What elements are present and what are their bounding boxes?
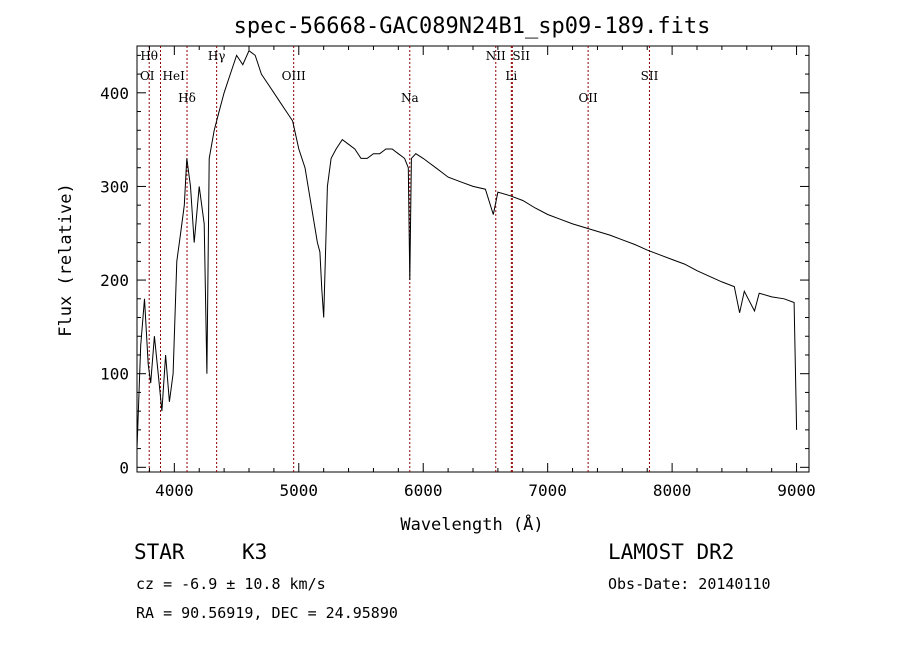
y-axis-ticks: 0 100 200 300 400 (100, 54, 809, 477)
object-class: STAR (134, 540, 185, 564)
survey-name: LAMOST DR2 (608, 540, 735, 564)
spectral-line-label: Li (505, 69, 517, 83)
x-tick-label: 9000 (777, 481, 816, 500)
x-tick-label: 8000 (653, 481, 692, 500)
spectral-line-labels: Hθ OI HeI Hδ Hγ OIII Na NII SII Li OII SII (140, 49, 659, 105)
spectral-line-label: OII (578, 91, 598, 105)
spectral-line-label: SII (512, 49, 530, 63)
y-axis-label: Flux (relative) (56, 183, 76, 337)
x-tick-label: 4000 (155, 481, 194, 500)
object-subclass: K3 (242, 540, 268, 564)
x-axis-ticks: 4000 5000 6000 7000 8000 9000 (148, 46, 816, 500)
spectral-line-label: NII (486, 49, 506, 63)
x-axis-label: Wavelength (Å) (400, 513, 543, 535)
y-tick-label: 0 (119, 458, 129, 477)
x-tick-label: 5000 (280, 481, 319, 500)
y-tick-label: 200 (100, 271, 129, 290)
spectral-line-label: Hγ (208, 49, 226, 63)
spectral-line-label: Na (401, 91, 419, 105)
spectral-line-label: OIII (282, 69, 306, 83)
plot-frame (136, 45, 810, 473)
ra-dec-coordinates: RA = 90.56919, DEC = 24.95890 (136, 604, 398, 622)
spectral-line-label: Hδ (178, 91, 196, 105)
spectral-line-markers (148, 46, 650, 472)
spectral-line-label: SII (641, 69, 659, 83)
y-tick-label: 100 (100, 365, 129, 384)
spectrum-line (136, 49, 798, 449)
chart-title: spec-56668-GAC089N24B1_sp09-189.fits (234, 14, 711, 39)
observation-date: Obs-Date: 20140110 (608, 575, 771, 593)
y-tick-label: 300 (100, 177, 129, 196)
x-tick-label: 7000 (528, 481, 567, 500)
spectral-line-label: OI (140, 69, 155, 83)
spectral-line-label: Hθ (140, 49, 158, 63)
redshift-velocity: cz = -6.9 ± 10.8 km/s (136, 575, 326, 593)
x-tick-label: 6000 (404, 481, 443, 500)
y-tick-label: 400 (100, 84, 129, 103)
spectral-line-label: HeI (163, 69, 186, 83)
